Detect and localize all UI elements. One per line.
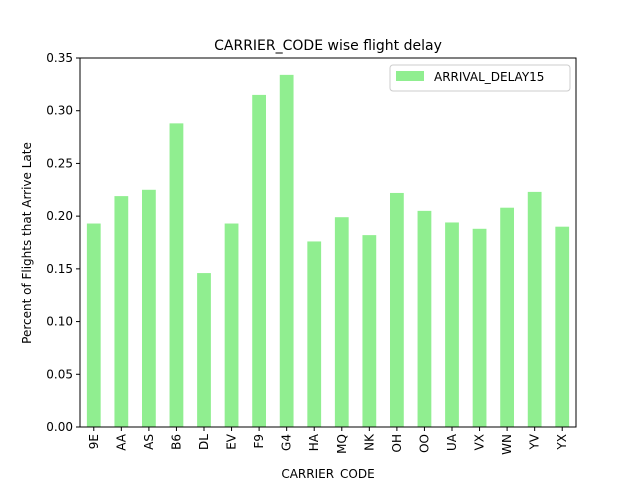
x-tick-label-ev: EV [225,433,239,450]
bar-ua [445,222,459,427]
x-tick-label-9e: 9E [87,434,101,449]
x-tick-label-g4: G4 [280,434,294,451]
x-tick-label-ha: HA [307,433,321,451]
bar-f9 [252,94,266,428]
bar-g4 [279,74,294,428]
bar-as [142,189,156,427]
bar-9e [86,223,101,427]
plot-area-frame [79,57,577,428]
x-axis-ticks: 9E AA AS B6 DL EV F9 G4 HA MQ NK OH OO UA VX WN YV YX [87,427,569,455]
y-tick-label: 0.20 [46,209,73,223]
y-tick-label: 0.30 [46,104,73,118]
x-axis-label: CARRIER_CODE [281,467,374,480]
x-tick-label-nk: NK [362,433,376,451]
y-tick-label: 0.25 [46,156,73,170]
y-tick-label: 0.35 [46,51,73,65]
bar-yv [527,191,542,427]
bar-yx [555,226,570,427]
legend-entry-arrival-delay15: ARRIVAL_DELAY15 [434,70,544,84]
bar-ha [307,241,322,427]
bar-ev [224,223,239,427]
x-tick-label-ua: UA [445,433,459,451]
x-tick-label-wn: WN [500,434,514,455]
x-tick-label-as: AS [142,434,156,450]
y-axis-ticks: 0.00 0.05 0.10 0.15 0.20 0.25 0.30 0.35 [46,51,80,434]
x-tick-label-aa: AA [114,433,128,451]
y-tick-label: 0.15 [46,262,73,276]
x-tick-label-dl: DL [197,434,211,450]
x-tick-label-yx: YX [555,434,569,451]
x-tick-label-f9: F9 [252,434,266,449]
bars-group [86,74,570,428]
y-tick-label: 0.00 [46,420,73,434]
bar-nk [362,235,377,427]
y-axis-label: Percent of Flights that Arrive Late [20,142,34,344]
bar-oh [390,192,404,427]
bar-aa [114,196,129,427]
x-tick-label-mq: MQ [335,434,349,454]
bar-oo [417,210,432,427]
x-tick-label-oh: OH [390,434,404,452]
x-tick-label-oo: OO [417,434,431,453]
legend-swatch [396,71,424,81]
legend-box [389,64,571,92]
bar-wn [500,207,514,427]
bar-mq [334,217,349,427]
x-tick-label-vx: VX [473,434,487,450]
chart-title: CARRIER_CODE wise flight delay [214,38,442,54]
x-tick-label-b6: B6 [169,434,183,450]
bar-dl [197,273,211,427]
bar-b6 [169,123,184,427]
legend: ARRIVAL_DELAY15 [389,64,571,92]
bar-vx [472,228,487,427]
y-tick-label: 0.10 [46,315,73,329]
x-tick-label-yv: YV [528,433,542,450]
y-tick-label: 0.05 [46,367,73,381]
